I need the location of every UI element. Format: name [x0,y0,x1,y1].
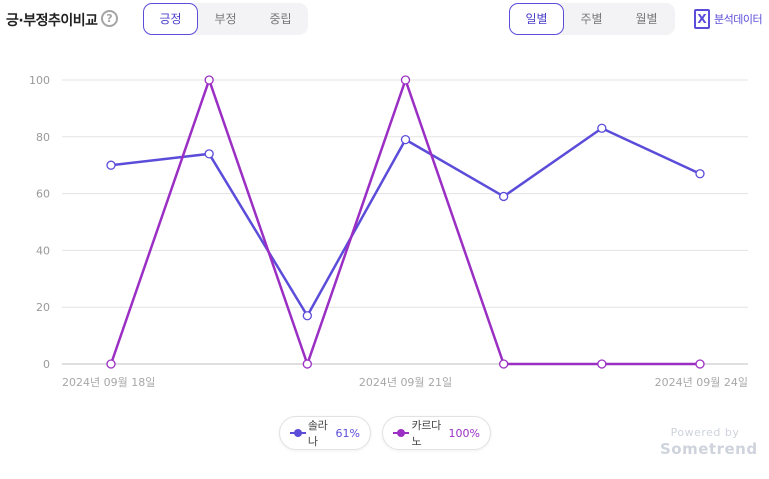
export-data-button[interactable]: X 분석데이터 [694,8,763,30]
tab-neutral[interactable]: 중립 [269,12,292,26]
data-point-1 [695,359,705,369]
excel-icon: X [694,9,710,29]
legend-item-cardano[interactable]: 카르다노 100% [382,416,491,450]
series-line-1 [109,76,700,368]
data-point-0 [302,311,312,321]
sometrend-logo: Sometrend [660,440,758,458]
legend-marker-solana [290,429,306,437]
legend-value: 61% [335,426,360,440]
data-point-1 [302,359,312,369]
data-point-1 [400,75,411,85]
y-tick-label: 40 [36,244,50,257]
x-tick-label: 2024년 09월 18일 [62,375,155,389]
tab-positive[interactable]: 긍정 [143,3,198,35]
powered-by-text: Powered by [670,426,740,439]
legend-marker-cardano [393,429,409,437]
y-tick-label: 100 [29,74,50,87]
legend-name: 카르다노 [411,419,441,448]
data-point-1 [204,75,214,85]
legend-item-solana[interactable]: 솔라나 61% [279,416,371,450]
data-point-1 [597,359,607,369]
y-tick-label: 0 [43,358,50,371]
data-point-0 [400,134,411,145]
legend-name: 솔라나 [307,419,328,448]
x-tick-label: 2024년 09월 21일 [359,375,452,389]
data-point-0 [106,160,116,170]
export-data-label: 분석데이터 [714,13,763,26]
chart-header: 긍·부정추이비교 ? 긍정 부정 중립 일별 주별 월별 X 분석데이터 [0,0,769,40]
period-toggle: 일별 주별 월별 [509,3,675,35]
legend-value: 100% [448,426,480,440]
y-tick-label: 20 [36,301,50,314]
powered-by-logo: Powered by Sometrend [660,426,758,458]
line-chart: 0 20 40 60 80 100 2024년 09월 18일 2024년 09월 21일 20… [29,74,748,389]
data-point-1 [106,359,116,369]
tab-daily[interactable]: 일별 [509,3,564,35]
tab-negative[interactable]: 부정 [214,12,237,26]
chart-title: 긍·부정추이비교 [6,13,98,29]
data-point-1 [499,359,509,369]
data-point-0 [204,149,214,159]
x-tick-label: 2024년 09월 24일 [655,375,748,389]
series-line-0 [110,126,701,319]
data-point-0 [597,123,607,133]
data-point-0 [499,191,509,202]
y-tick-label: 80 [36,131,50,144]
tab-weekly[interactable]: 주별 [580,12,603,26]
data-point-0 [695,169,705,179]
sentiment-toggle: 긍정 부정 중립 [143,3,308,35]
tab-monthly[interactable]: 월별 [635,12,658,26]
help-icon[interactable]: ? [101,10,118,27]
y-tick-label: 60 [36,188,50,201]
